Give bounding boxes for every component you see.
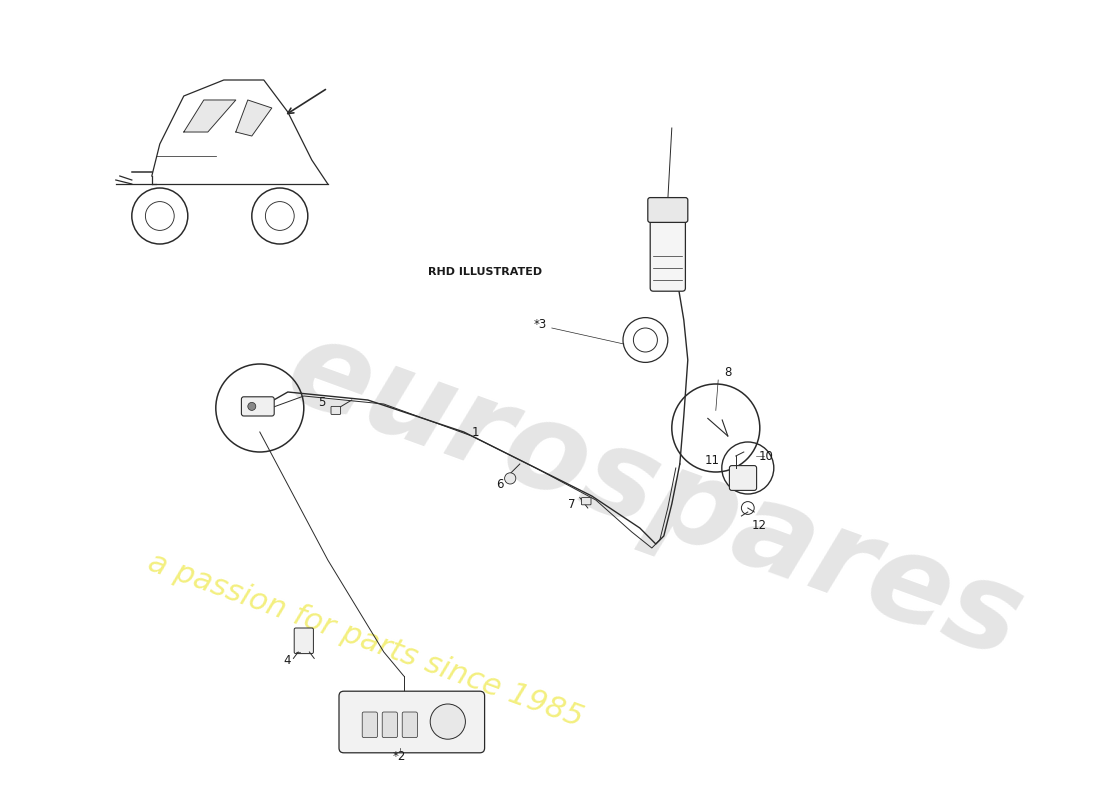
Text: eurospares: eurospares xyxy=(272,309,1038,683)
Text: 10: 10 xyxy=(758,450,773,462)
FancyBboxPatch shape xyxy=(294,628,313,654)
FancyBboxPatch shape xyxy=(403,712,417,738)
Circle shape xyxy=(248,402,256,410)
Text: *2: *2 xyxy=(393,750,407,762)
Polygon shape xyxy=(184,100,235,132)
Text: 7: 7 xyxy=(568,498,575,510)
Text: 6: 6 xyxy=(496,478,504,490)
Text: a passion for parts since 1985: a passion for parts since 1985 xyxy=(144,547,587,733)
Text: 8: 8 xyxy=(724,366,732,378)
Circle shape xyxy=(505,473,516,484)
FancyBboxPatch shape xyxy=(648,198,688,222)
Text: 12: 12 xyxy=(751,519,767,532)
FancyBboxPatch shape xyxy=(729,466,757,490)
Text: 5: 5 xyxy=(318,396,326,409)
Text: 11: 11 xyxy=(705,454,719,466)
FancyBboxPatch shape xyxy=(382,712,397,738)
Polygon shape xyxy=(235,100,272,136)
Text: RHD ILLUSTRATED: RHD ILLUSTRATED xyxy=(428,267,542,277)
Circle shape xyxy=(430,704,465,739)
Text: 1: 1 xyxy=(472,426,480,438)
Text: 4: 4 xyxy=(284,654,292,666)
FancyBboxPatch shape xyxy=(650,213,685,291)
FancyBboxPatch shape xyxy=(362,712,377,738)
FancyBboxPatch shape xyxy=(241,397,274,416)
FancyBboxPatch shape xyxy=(339,691,485,753)
FancyBboxPatch shape xyxy=(582,498,591,505)
FancyBboxPatch shape xyxy=(331,406,341,414)
Text: *3: *3 xyxy=(534,318,547,330)
